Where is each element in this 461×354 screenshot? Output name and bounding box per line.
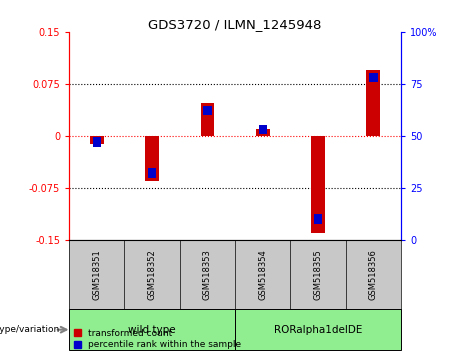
Bar (93, 137, 101, 147)
Bar (145, 136, 159, 181)
Text: GSM518352: GSM518352 (148, 249, 157, 299)
Title: GDS3720 / ILMN_1245948: GDS3720 / ILMN_1245948 (148, 18, 322, 31)
Bar (235, 309, 401, 350)
Text: GSM518351: GSM518351 (92, 249, 101, 299)
Text: GSM518354: GSM518354 (258, 249, 267, 299)
Bar (314, 214, 322, 223)
Text: RORalpha1delDE: RORalpha1delDE (274, 325, 362, 335)
Bar (311, 136, 325, 233)
Bar (256, 129, 270, 136)
Bar (259, 125, 267, 134)
Text: GSM518356: GSM518356 (369, 249, 378, 300)
Legend: transformed count, percentile rank within the sample: transformed count, percentile rank withi… (74, 329, 241, 349)
Text: genotype/variation: genotype/variation (0, 325, 60, 334)
Text: GSM518355: GSM518355 (313, 249, 323, 299)
Bar (90, 136, 104, 144)
Bar (369, 73, 378, 82)
Bar (69, 309, 235, 350)
Text: GSM518353: GSM518353 (203, 249, 212, 300)
Bar (366, 70, 380, 136)
Bar (148, 169, 156, 178)
Bar (203, 106, 212, 115)
Bar (201, 103, 214, 136)
Text: wild type: wild type (128, 325, 176, 335)
